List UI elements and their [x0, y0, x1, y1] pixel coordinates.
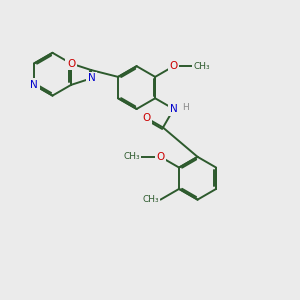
Text: CH₃: CH₃: [194, 62, 210, 71]
Text: H: H: [183, 103, 189, 112]
Text: O: O: [169, 61, 178, 71]
Text: O: O: [156, 152, 165, 162]
Text: N: N: [30, 80, 38, 90]
Text: CH₃: CH₃: [123, 152, 140, 161]
Text: N: N: [88, 73, 95, 83]
Text: CH₃: CH₃: [142, 195, 159, 204]
Text: N: N: [170, 104, 178, 114]
Text: O: O: [67, 58, 75, 68]
Text: O: O: [142, 113, 150, 123]
